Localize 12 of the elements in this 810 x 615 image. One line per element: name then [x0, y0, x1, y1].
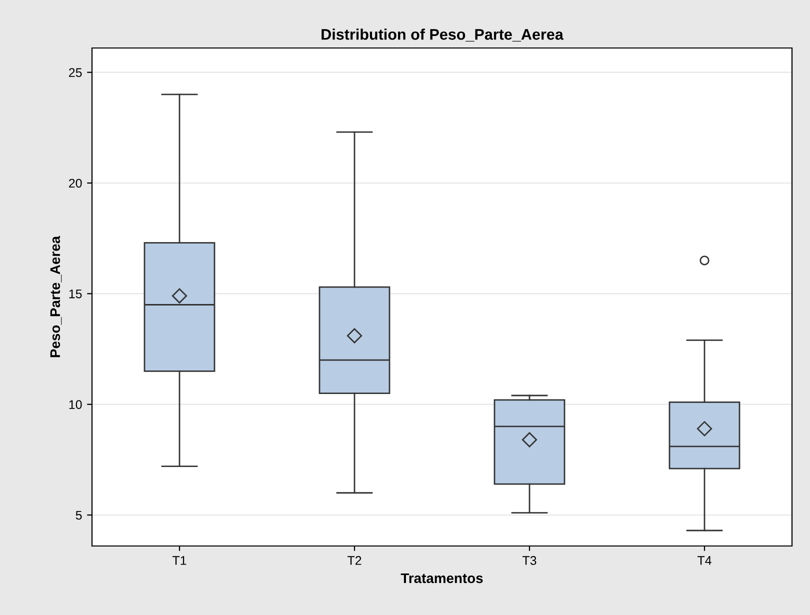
y-tick-label: 10 — [69, 400, 82, 409]
y-tick-label: 25 — [69, 68, 82, 77]
y-tick-label: 5 — [76, 510, 82, 520]
chart-title: Distribution of Peso_Parte_Aerea — [322, 28, 564, 42]
x-tick-label: T2 — [347, 556, 362, 565]
y-tick-label: 20 — [69, 178, 82, 188]
y-axis-title: Peso_Parte_Aerea — [50, 236, 62, 358]
y-tick-label: 15 — [69, 290, 82, 298]
x-tick-label: T4 — [697, 556, 712, 565]
x-axis-title: Tratamentos — [400, 573, 483, 584]
x-tick-label: T3 — [522, 556, 536, 565]
x-tick-label: T1 — [172, 556, 186, 565]
